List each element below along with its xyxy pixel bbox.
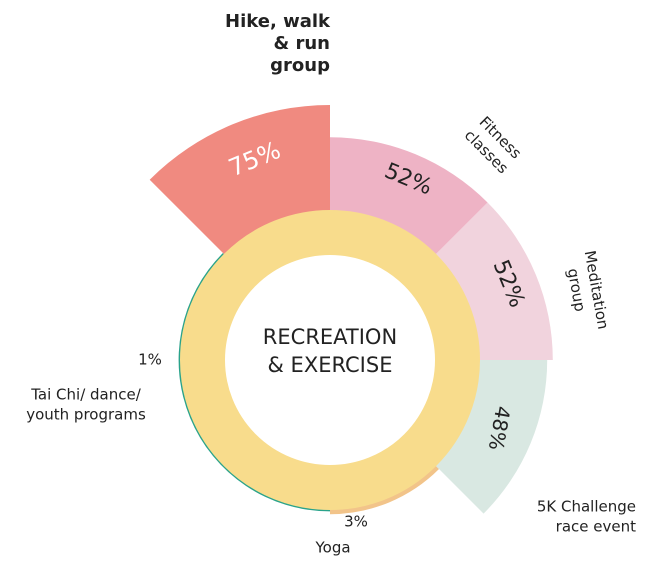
category-label: Tai Chi/ dance/ (30, 386, 141, 404)
value-label: 1% (138, 351, 162, 369)
category-label: Yoga (314, 539, 350, 557)
center-title: & EXERCISE (268, 353, 393, 377)
category-label: race event (556, 518, 636, 536)
category-label: Hike, walk (225, 11, 331, 32)
category-label: & run (274, 33, 330, 54)
segment (433, 202, 553, 360)
category-label: 5K Challenge (537, 498, 636, 516)
center-title: RECREATION (263, 325, 397, 349)
ring (180, 210, 480, 510)
value-label: 3% (344, 513, 368, 531)
segment (330, 137, 488, 257)
category-label: youth programs (26, 406, 146, 424)
segment (433, 360, 548, 514)
category-label: group (270, 55, 330, 76)
